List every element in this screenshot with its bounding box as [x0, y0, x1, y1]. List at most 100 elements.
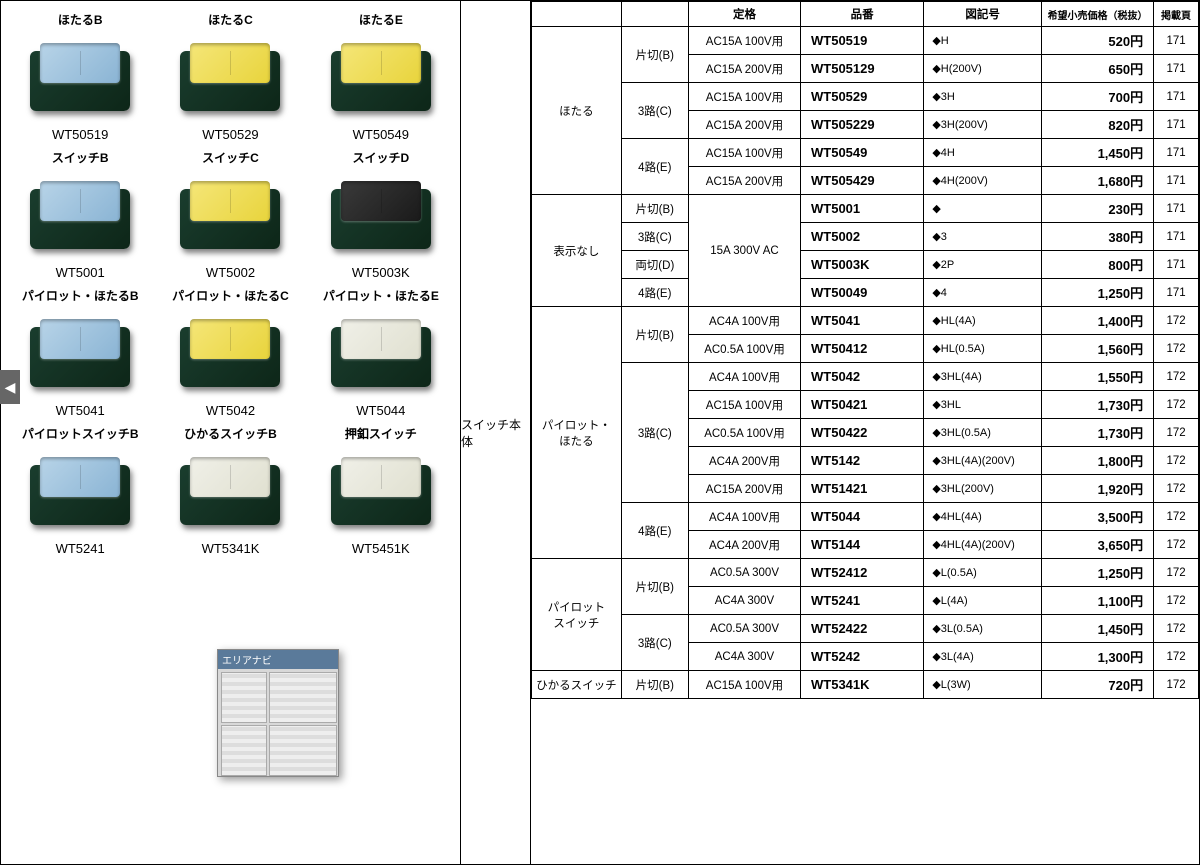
cell-price: 1,730円 [1042, 419, 1154, 447]
area-navi-window[interactable]: エリアナビ [217, 649, 339, 777]
cell-symbol: ◆L(4A) [924, 587, 1042, 615]
product-code: WT5041 [56, 403, 105, 421]
spec-row: 3路(C)AC4A 100V用WT5042◆3HL(4A)1,550円172 [532, 363, 1199, 391]
cell-price: 1,450円 [1042, 615, 1154, 643]
cell-page: 171 [1154, 139, 1199, 167]
product-cell: パイロット・ほたるB WT5041 [9, 287, 151, 421]
cell-price: 3,650円 [1042, 531, 1154, 559]
cell-price: 230円 [1042, 195, 1154, 223]
cell-price: 1,560円 [1042, 335, 1154, 363]
cell-type: 4路(E) [621, 503, 688, 559]
spec-row: 4路(E)AC15A 100V用WT50549◆4H1,450円171 [532, 139, 1199, 167]
spec-row: 表示なし片切(B)15A 300V ACWT5001◆230円171 [532, 195, 1199, 223]
cell-rating: AC4A 100V用 [688, 363, 800, 391]
cell-page: 172 [1154, 503, 1199, 531]
cell-price: 1,250円 [1042, 279, 1154, 307]
product-title: パイロット・ほたるC [172, 287, 289, 303]
product-code: WT5044 [356, 403, 405, 421]
cell-part-number: WT5241 [801, 587, 924, 615]
cell-rating: AC15A 200V用 [688, 55, 800, 83]
cell-page: 172 [1154, 671, 1199, 699]
cell-symbol: ◆4H(200V) [924, 167, 1042, 195]
col-sym: 図記号 [924, 2, 1042, 27]
cell-type: 4路(E) [621, 139, 688, 195]
cell-symbol: ◆3HL(4A)(200V) [924, 447, 1042, 475]
cell-symbol: ◆3L(4A) [924, 643, 1042, 671]
cell-type: 3路(C) [621, 83, 688, 139]
cell-type: 両切(D) [621, 251, 688, 279]
product-gallery-panel: ほたるBWT50519ほたるCWT50529ほたるEWT50549スイッチBWT… [1, 1, 461, 864]
cell-part-number: WT505129 [801, 55, 924, 83]
product-cell: ほたるEWT50549 [310, 11, 452, 145]
cell-part-number: WT50412 [801, 335, 924, 363]
spec-row: ひかるスイッチ片切(B)AC15A 100V用WT5341K◆L(3W)720円… [532, 671, 1199, 699]
area-navi-thumb[interactable] [269, 672, 337, 723]
product-code: WT5002 [206, 265, 255, 283]
cell-symbol: ◆4HL(4A)(200V) [924, 531, 1042, 559]
product-title: 押釦スイッチ [345, 425, 417, 441]
cell-part-number: WT50421 [801, 391, 924, 419]
col-type [621, 2, 688, 27]
product-title: ほたるE [359, 11, 403, 27]
spec-row: パイロット スイッチ片切(B)AC0.5A 300VWT52412◆L(0.5A… [532, 559, 1199, 587]
product-code: WT5042 [206, 403, 255, 421]
spec-row: ほたる片切(B)AC15A 100V用WT50519◆H520円171 [532, 27, 1199, 55]
product-cell: ほたるBWT50519 [9, 11, 151, 145]
cell-part-number: WT5041 [801, 307, 924, 335]
cell-type: 3路(C) [621, 363, 688, 503]
cell-category: ひかるスイッチ [532, 671, 622, 699]
area-navi-thumb[interactable] [269, 725, 337, 776]
spec-table-panel: 定格 品番 図記号 希望小売価格（税抜） 掲載頁 ほたる片切(B)AC15A 1… [531, 1, 1199, 864]
cell-price: 1,250円 [1042, 559, 1154, 587]
cell-symbol: ◆HL(0.5A) [924, 335, 1042, 363]
cell-rating: AC15A 200V用 [688, 167, 800, 195]
cell-symbol: ◆H(200V) [924, 55, 1042, 83]
cell-rating: AC15A 100V用 [688, 391, 800, 419]
product-title: パイロットスイッチB [22, 425, 139, 441]
cell-type: 片切(B) [621, 27, 688, 83]
product-code: WT5341K [202, 541, 260, 559]
cell-category: パイロット・ ほたる [532, 307, 622, 559]
product-image [321, 445, 441, 535]
product-code: WT5451K [352, 541, 410, 559]
area-navi-thumb[interactable] [221, 725, 267, 776]
cell-price: 3,500円 [1042, 503, 1154, 531]
product-cell: スイッチCWT5002 [159, 149, 301, 283]
cell-page: 171 [1154, 223, 1199, 251]
cell-page: 172 [1154, 335, 1199, 363]
cell-part-number: WT5001 [801, 195, 924, 223]
cell-part-number: WT50422 [801, 419, 924, 447]
cell-page: 171 [1154, 111, 1199, 139]
side-collapse-tab[interactable]: ◀ [0, 370, 20, 404]
cell-price: 1,800円 [1042, 447, 1154, 475]
cell-symbol: ◆3HL(200V) [924, 475, 1042, 503]
cell-rating: AC4A 200V用 [688, 531, 800, 559]
cell-price: 1,550円 [1042, 363, 1154, 391]
area-navi-thumb[interactable] [221, 672, 267, 723]
product-title: スイッチD [352, 149, 409, 165]
product-cell: 押釦スイッチ WT5451K [310, 425, 452, 559]
cell-rating: AC15A 100V用 [688, 139, 800, 167]
cell-price: 1,450円 [1042, 139, 1154, 167]
product-title: スイッチB [52, 149, 109, 165]
spec-table: 定格 品番 図記号 希望小売価格（税抜） 掲載頁 ほたる片切(B)AC15A 1… [531, 1, 1199, 699]
product-image [20, 307, 140, 397]
product-title: パイロット・ほたるB [22, 287, 139, 303]
cell-part-number: WT52412 [801, 559, 924, 587]
col-rate: 定格 [688, 2, 800, 27]
cell-part-number: WT5003K [801, 251, 924, 279]
cell-part-number: WT5341K [801, 671, 924, 699]
cell-page: 171 [1154, 55, 1199, 83]
cell-symbol: ◆3HL(4A) [924, 363, 1042, 391]
category-label: スイッチ本体 [461, 416, 530, 450]
cell-symbol: ◆HL(4A) [924, 307, 1042, 335]
cell-part-number: WT50049 [801, 279, 924, 307]
cell-rating: AC4A 100V用 [688, 307, 800, 335]
cell-rating: AC15A 100V用 [688, 27, 800, 55]
cell-page: 172 [1154, 447, 1199, 475]
product-cell: ひかるスイッチBWT5341K [159, 425, 301, 559]
product-code: WT5241 [56, 541, 105, 559]
product-title: ほたるB [58, 11, 103, 27]
cell-category: 表示なし [532, 195, 622, 307]
cell-price: 1,680円 [1042, 167, 1154, 195]
